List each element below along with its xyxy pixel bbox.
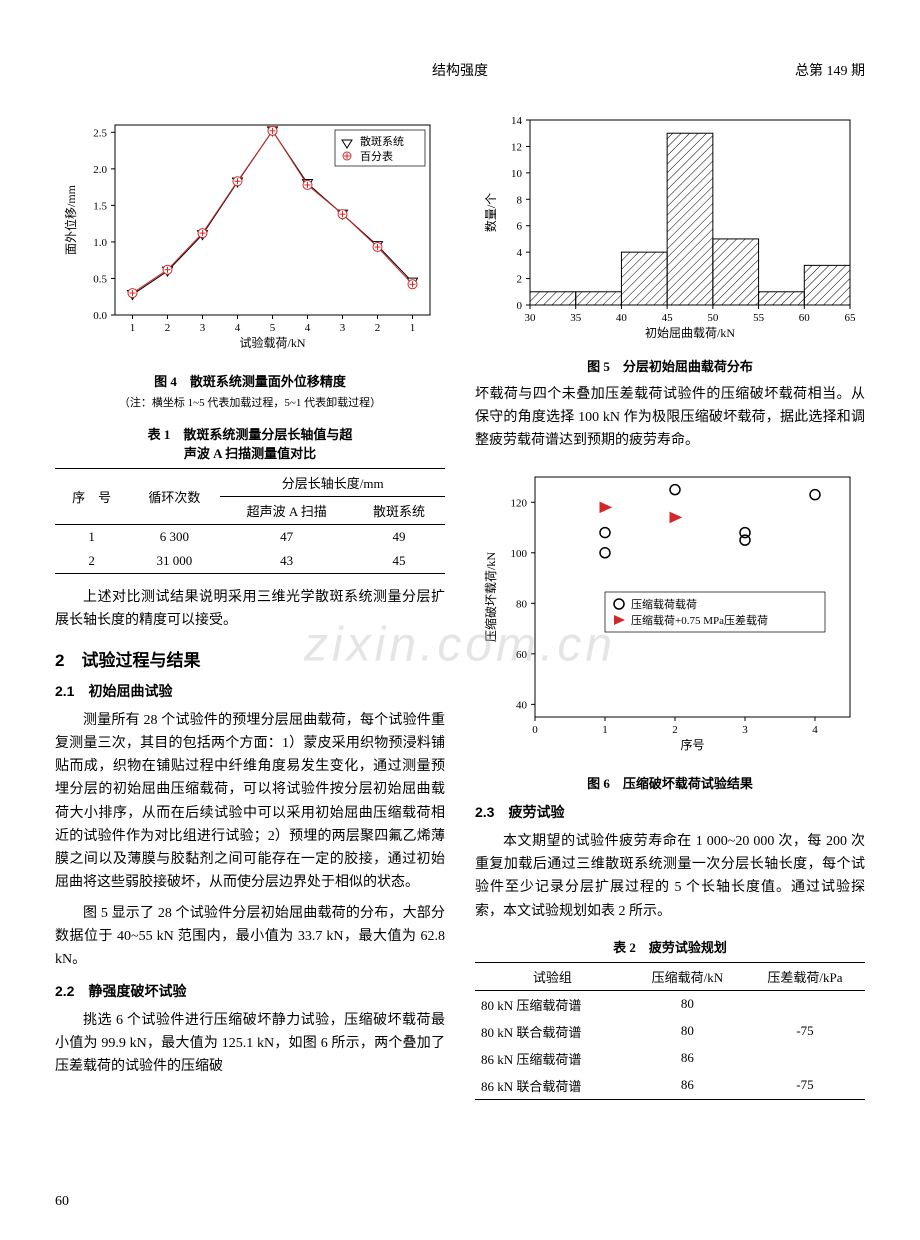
table-cell: 80 kN 压缩载荷谱	[475, 990, 630, 1018]
table2: 试验组 压缩载荷/kN 压差载荷/kPa 80 kN 压缩载荷谱8080 kN …	[475, 962, 865, 1100]
table-cell: 43	[220, 549, 353, 574]
svg-text:35: 35	[570, 312, 582, 324]
header-right: 总第 149 期	[795, 60, 865, 80]
subsection-2-2: 2.2 静强度破坏试验	[55, 981, 445, 1001]
svg-text:30: 30	[525, 312, 537, 324]
svg-text:2: 2	[375, 322, 381, 334]
svg-text:8: 8	[517, 194, 523, 206]
svg-text:2: 2	[517, 274, 523, 286]
table-cell: 6 300	[128, 525, 220, 550]
svg-text:压缩载荷载荷: 压缩载荷载荷	[631, 598, 697, 611]
svg-text:80: 80	[516, 599, 528, 611]
svg-text:14: 14	[511, 115, 523, 127]
left-p2: 测量所有 28 个试验件的预埋分层屈曲载荷，每个试验件重复测量三次，其目的包括两…	[55, 709, 445, 894]
svg-text:40: 40	[516, 700, 528, 712]
table2-caption: 表 2 疲劳试验规划	[475, 937, 865, 956]
svg-text:0: 0	[517, 300, 523, 312]
svg-text:45: 45	[662, 312, 674, 324]
svg-text:初始屈曲载荷/kN: 初始屈曲载荷/kN	[645, 326, 735, 340]
left-p4: 挑选 6 个试验件进行压缩破坏静力试验，压缩破坏载荷最小值为 99.9 kN，最…	[55, 1009, 445, 1078]
svg-text:65: 65	[845, 312, 857, 324]
table-cell	[745, 990, 865, 1018]
page-header: 结构强度 总第 149 期	[55, 60, 865, 80]
svg-text:4: 4	[812, 724, 818, 736]
svg-text:4: 4	[235, 322, 241, 334]
table-cell: 86	[630, 1045, 745, 1072]
fig4-note: （注：横坐标 1~5 代表加载过程，5~1 代表卸载过程）	[55, 394, 445, 410]
svg-text:1: 1	[130, 322, 136, 334]
table-cell: -75	[745, 1072, 865, 1100]
table-cell	[745, 1045, 865, 1072]
svg-text:序号: 序号	[680, 737, 704, 752]
table-cell: 86 kN 联合载荷谱	[475, 1072, 630, 1100]
subsection-2-3: 2.3 疲劳试验	[475, 802, 865, 822]
svg-text:1.0: 1.0	[93, 237, 107, 249]
section-2: 2 试验过程与结果	[55, 646, 445, 671]
svg-text:50: 50	[707, 312, 719, 324]
page-number: 60	[55, 1194, 69, 1210]
svg-text:10: 10	[511, 168, 523, 180]
svg-text:面外位移/mm: 面外位移/mm	[63, 184, 78, 255]
svg-text:数量/个: 数量/个	[483, 193, 498, 232]
svg-text:4: 4	[305, 322, 311, 334]
table-cell: 86 kN 压缩载荷谱	[475, 1045, 630, 1072]
right-p1: 坏载荷与四个未叠加压差载荷试验件的压缩破坏载荷相当。从保守的角度选择 100 k…	[475, 383, 865, 452]
svg-text:2: 2	[672, 724, 678, 736]
svg-text:2.5: 2.5	[93, 127, 107, 139]
table1: 序 号 循环次数 分层长轴长度/mm 超声波 A 扫描 散斑系统 16 3004…	[55, 468, 445, 574]
right-column: 024681012143035404550556065初始屈曲载荷/kN数量/个…	[475, 110, 865, 1100]
svg-text:3: 3	[200, 322, 206, 334]
svg-text:120: 120	[511, 498, 528, 510]
table-cell: 80 kN 联合载荷谱	[475, 1018, 630, 1045]
svg-text:百分表: 百分表	[360, 149, 393, 163]
table-cell: 2	[55, 549, 128, 574]
table-cell: -75	[745, 1018, 865, 1045]
header-center: 结构强度	[432, 60, 488, 80]
svg-text:60: 60	[516, 649, 528, 661]
fig5-caption: 图 5 分层初始屈曲载荷分布	[475, 356, 865, 375]
svg-text:55: 55	[753, 312, 765, 324]
right-p2: 本文期望的试验件疲劳寿命在 1 000~20 000 次，每 200 次重复加载…	[475, 830, 865, 922]
fig6-chart: 40 60 80 100 120 0 1 2 3 4 压缩载荷载荷压缩载荷+0.75 MPa压差载荷…	[475, 462, 865, 762]
table-cell: 86	[630, 1072, 745, 1100]
svg-text:5: 5	[270, 322, 276, 334]
fig5-chart: 0 2 4 6 8 10 12 14 30 35 40 45 50 55 60 65 初始屈曲载荷/kN 数量/个	[475, 110, 865, 345]
svg-text:0.0: 0.0	[93, 310, 107, 322]
svg-text:散斑系统: 散斑系统	[360, 134, 404, 148]
svg-text:压缩破坏载荷/kN: 压缩破坏载荷/kN	[483, 552, 498, 642]
table-cell: 1	[55, 525, 128, 550]
left-p3: 图 5 显示了 28 个试验件分层初始屈曲载荷的分布，大部分数据位于 40~55…	[55, 902, 445, 971]
table-cell: 80	[630, 1018, 745, 1045]
svg-text:2.0: 2.0	[93, 164, 107, 176]
svg-text:1: 1	[410, 322, 416, 334]
svg-text:4: 4	[517, 247, 523, 259]
svg-text:1: 1	[602, 724, 608, 736]
svg-text:0.5: 0.5	[93, 273, 107, 285]
subsection-2-1: 2.1 初始屈曲试验	[55, 681, 445, 701]
table-cell: 47	[220, 525, 353, 550]
svg-text:3: 3	[742, 724, 748, 736]
svg-text:40: 40	[616, 312, 628, 324]
table-cell: 31 000	[128, 549, 220, 574]
svg-text:2: 2	[165, 322, 171, 334]
svg-text:试验载荷/kN: 试验载荷/kN	[239, 335, 305, 350]
table1-caption: 表 1 散斑系统测量分层长轴值与超 声波 A 扫描测量值对比	[55, 424, 445, 462]
svg-text:3: 3	[340, 322, 346, 334]
svg-text:6: 6	[517, 221, 523, 233]
svg-text:压缩载荷+0.75 MPa压差载荷: 压缩载荷+0.75 MPa压差载荷	[631, 613, 768, 627]
table-cell: 45	[353, 549, 445, 574]
fig6-caption: 图 6 压缩破坏载荷试验结果	[475, 773, 865, 792]
svg-text:100: 100	[511, 548, 528, 560]
svg-text:12: 12	[511, 141, 522, 153]
svg-text:60: 60	[799, 312, 811, 324]
table-cell: 49	[353, 525, 445, 550]
left-p1: 上述对比测试结果说明采用三维光学散斑系统测量分层扩展长轴长度的精度可以接受。	[55, 586, 445, 632]
table-cell: 80	[630, 990, 745, 1018]
fig4-caption: 图 4 散斑系统测量面外位移精度	[55, 371, 445, 390]
svg-text:1.5: 1.5	[93, 200, 107, 212]
fig4-chart: 0.0 0.5 1.0 1.5 2.0 2.5 1 2 3 4 5 4 3 2 1 试验载荷/kN 面外位移/m…	[55, 110, 445, 360]
svg-text:0: 0	[532, 724, 538, 736]
left-column: 0.00.51.01.52.02.5123454321试验载荷/kN面外位移/m…	[55, 110, 445, 1100]
